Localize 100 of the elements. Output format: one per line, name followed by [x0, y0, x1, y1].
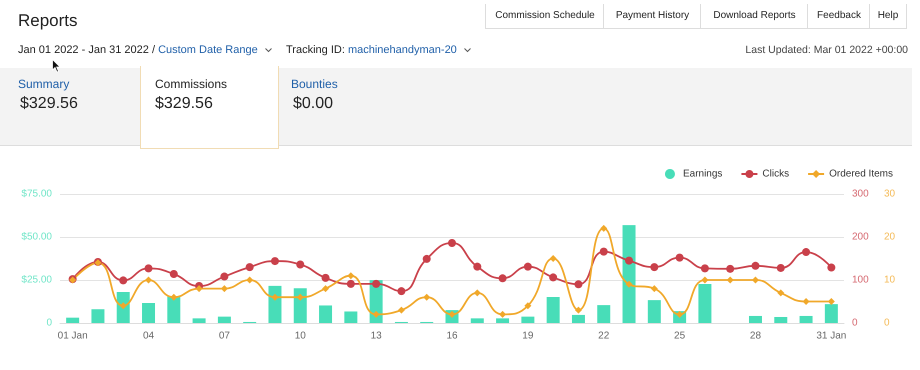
text: Jan 01 2022 - Jan 31 2022 / — [18, 44, 156, 56]
x-tick-label: 16 — [446, 330, 458, 342]
text: $0.00 — [293, 95, 334, 113]
point — [701, 276, 708, 284]
point — [220, 272, 228, 281]
point — [499, 310, 506, 318]
point — [574, 306, 582, 314]
point — [397, 287, 406, 296]
point — [600, 248, 608, 256]
bar — [597, 305, 610, 323]
point — [246, 276, 254, 284]
x-tick-label: 01 Jan — [58, 330, 88, 342]
point — [524, 262, 532, 271]
point — [802, 248, 810, 256]
point — [827, 264, 836, 272]
point — [700, 264, 709, 272]
x-tick-label: 22 — [598, 330, 610, 342]
text: Download Reports — [700, 4, 809, 29]
point — [423, 294, 430, 301]
point — [145, 276, 152, 284]
point — [600, 224, 608, 232]
point — [220, 285, 228, 292]
bar — [142, 303, 156, 323]
point — [346, 280, 355, 288]
point — [322, 285, 330, 292]
point — [170, 294, 178, 301]
point — [828, 298, 835, 305]
x-tick-label: 31 Jan — [816, 330, 846, 342]
bar — [167, 296, 180, 323]
bar — [496, 318, 510, 323]
bar — [800, 316, 813, 323]
legend-label: Ordered Items — [829, 168, 894, 180]
bar — [546, 297, 560, 323]
point — [802, 298, 810, 305]
x-tick-label: 19 — [522, 330, 534, 342]
y2-tick-label: 200 — [852, 232, 870, 242]
point — [398, 306, 405, 314]
point — [574, 280, 582, 288]
bar — [268, 286, 282, 323]
bar — [748, 316, 762, 323]
point — [119, 276, 128, 284]
point — [549, 273, 558, 282]
point — [777, 289, 784, 296]
text: Summary — [18, 77, 70, 91]
x-tick-label: 25 — [674, 330, 686, 342]
x-tick-label: 04 — [142, 330, 155, 342]
text: Tracking ID: — [286, 44, 346, 56]
text: Last Updated: Mar 01 2022 +00:00 — [745, 44, 908, 56]
y3-tick-label: 10 — [884, 274, 896, 286]
point — [271, 294, 278, 301]
text: Commission Schedule — [485, 4, 605, 29]
point — [170, 270, 178, 278]
bar — [294, 288, 307, 323]
point — [726, 264, 734, 273]
text: Feedback — [807, 4, 871, 29]
bar — [698, 284, 712, 323]
point — [474, 289, 481, 296]
bar — [218, 316, 231, 323]
point — [473, 262, 482, 271]
point — [296, 260, 304, 269]
point — [776, 264, 785, 272]
point — [296, 294, 304, 301]
text: Help — [869, 4, 907, 29]
bar — [648, 300, 661, 323]
bar — [572, 314, 585, 323]
bar — [622, 225, 636, 323]
text: $329.56 — [155, 95, 213, 113]
legend-label: Earnings — [682, 168, 722, 180]
point — [246, 263, 254, 272]
y2-tick-label: 300 — [852, 188, 870, 200]
y2-tick-label: 0 — [852, 318, 858, 328]
y3-tick-label: 0 — [884, 318, 890, 328]
text: $329.56 — [20, 95, 78, 113]
bar — [66, 318, 80, 323]
point — [726, 276, 734, 284]
legend-label: Clicks — [762, 168, 790, 180]
y-tick-label: 0 — [46, 318, 52, 328]
point — [625, 256, 634, 265]
point — [676, 254, 684, 262]
point — [144, 264, 153, 272]
point — [120, 302, 127, 310]
point — [448, 239, 456, 248]
bar — [470, 318, 484, 323]
point — [650, 263, 658, 272]
y3-tick-label: 30 — [884, 188, 896, 200]
bar — [521, 316, 534, 323]
point — [322, 274, 330, 282]
y-tick-label: $75.00 — [21, 188, 52, 200]
point — [550, 255, 557, 262]
point — [196, 285, 203, 292]
bar — [774, 316, 788, 323]
text: Payment History — [603, 4, 702, 29]
point — [270, 257, 279, 266]
point — [752, 276, 759, 284]
point — [650, 285, 658, 292]
y2-tick-label: 100 — [852, 274, 870, 286]
y-tick-label: $25.00 — [21, 274, 52, 286]
x-tick-label: 10 — [294, 330, 306, 342]
point — [372, 280, 380, 288]
x-tick-label: 13 — [370, 330, 382, 342]
